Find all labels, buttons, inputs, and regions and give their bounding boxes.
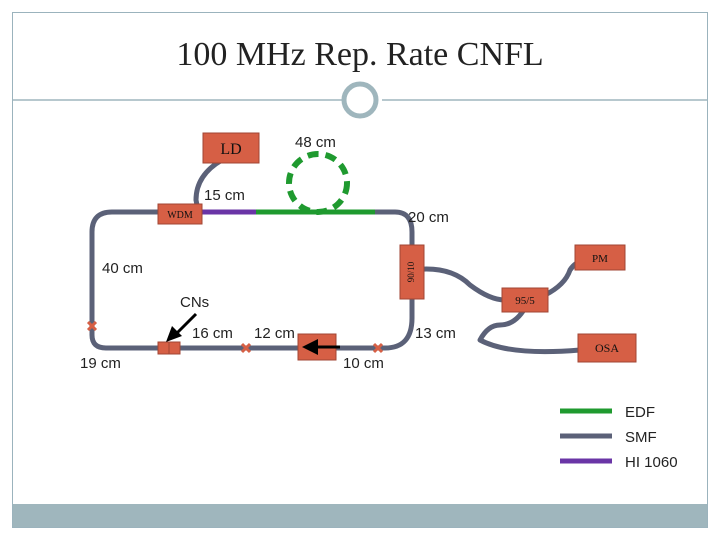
coupler-95-5-component: 95/5 [501, 287, 549, 313]
label-16cm: 16 cm [192, 325, 233, 342]
legend-label-smf: SMF [625, 429, 657, 446]
pm-label: PM [592, 253, 608, 265]
coupler-90-10-label: 90/10 [406, 261, 416, 282]
ld-component: LD [202, 132, 260, 164]
splice-mark [86, 320, 98, 332]
label-19cm: 19 cm [80, 355, 121, 372]
pm-component: PM [574, 244, 626, 271]
smf-ring-left-bottom [89, 209, 303, 351]
legend-item-hi1060: HI 1060 [560, 454, 678, 471]
cn-arrow-left [166, 312, 198, 342]
label-10cm: 10 cm [343, 355, 384, 372]
wdm-component: WDM [157, 203, 203, 225]
label-20cm: 20 cm [408, 209, 449, 226]
slide-frame [12, 12, 708, 528]
label-13cm: 13 cm [415, 325, 456, 342]
cn-element-left [157, 341, 181, 355]
label-12cm: 12 cm [254, 325, 295, 342]
label-48cm: 48 cm [295, 134, 336, 151]
title-divider-ornament [341, 81, 379, 119]
page-title: 100 MHz Rep. Rate CNFL [176, 36, 544, 73]
legend-label-hi1060: HI 1060 [625, 454, 678, 471]
osa-component: OSA [577, 333, 637, 363]
smf-ring-bottom-right [297, 295, 415, 351]
cn-arrow-right [302, 339, 340, 355]
splice-mark [240, 342, 252, 354]
smf-fibers [89, 157, 588, 355]
splice-marks [86, 320, 384, 354]
label-cns: CNs [180, 294, 209, 311]
legend-label-edf: EDF [625, 404, 655, 421]
wdm-label: WDM [167, 210, 193, 221]
coupler-90-10-component: 90/10 [399, 244, 425, 300]
legend-item-edf: EDF [560, 404, 655, 421]
smf-to-osa [477, 305, 583, 355]
legend: EDF SMF HI 1060 [560, 404, 678, 471]
label-15cm: 15 cm [204, 187, 245, 204]
smf-ring-right [372, 209, 415, 248]
splice-mark [372, 342, 384, 354]
edf-coil [286, 151, 350, 215]
osa-label: OSA [595, 341, 619, 355]
ld-label: LD [220, 141, 241, 158]
label-40cm: 40 cm [102, 260, 143, 277]
footer-bar [13, 504, 707, 527]
coupler-95-5-label: 95/5 [515, 295, 535, 307]
legend-item-smf: SMF [560, 429, 657, 446]
smf-output [409, 266, 508, 303]
